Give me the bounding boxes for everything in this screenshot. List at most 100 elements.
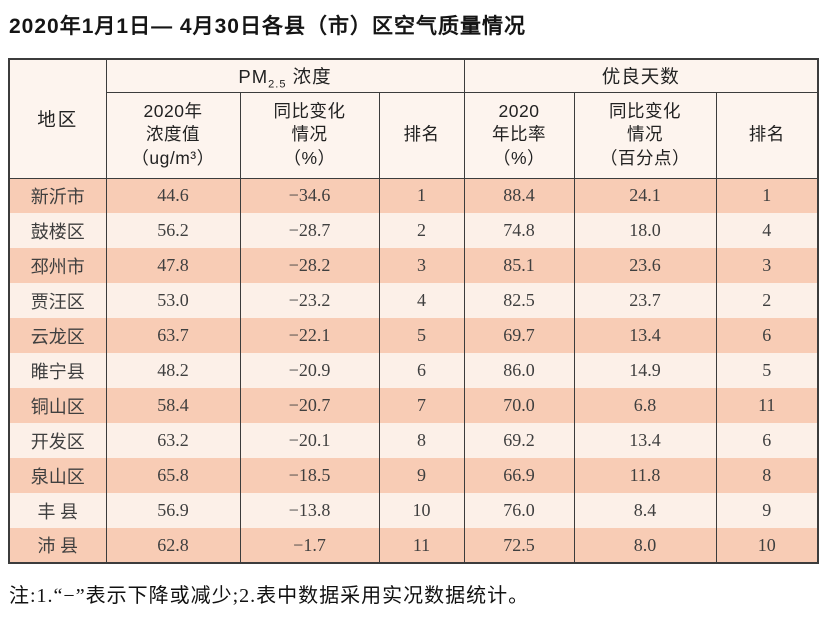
table-row: 铜山区 58.4 −20.7 7 70.0 6.8 11: [8, 388, 819, 423]
pm-change-cell: −28.7: [239, 213, 380, 248]
region-cell: 沛 县: [8, 528, 107, 563]
region-cell: 云龙区: [8, 318, 107, 353]
pm-value-cell: 56.9: [105, 493, 241, 528]
good-rank-cell: 1: [715, 178, 819, 213]
pm-change-cell: −18.5: [239, 458, 380, 493]
pm-change-cell: −20.9: [239, 353, 380, 388]
pm-value-cell: 53.0: [105, 283, 241, 318]
table-row: 鼓楼区 56.2 −28.7 2 74.8 18.0 4: [8, 213, 819, 248]
good-change-cell: 8.0: [573, 528, 717, 563]
good-ratio-cell: 74.8: [463, 213, 575, 248]
pm-value-cell: 58.4: [105, 388, 241, 423]
good-change-cell: 13.4: [573, 423, 717, 458]
region-cell: 鼓楼区: [8, 213, 107, 248]
pm-change-cell: −20.7: [239, 388, 380, 423]
pm-rank-cell: 2: [378, 213, 465, 248]
pm-value-cell: 62.8: [105, 528, 241, 563]
pm-value-cell: 56.2: [105, 213, 241, 248]
good-change-cell: 23.7: [573, 283, 717, 318]
region-cell: 开发区: [8, 423, 107, 458]
pm-value-cell: 47.8: [105, 248, 241, 283]
pm-rank-cell: 10: [378, 493, 465, 528]
table-row: 贾汪区 53.0 −23.2 4 82.5 23.7 2: [8, 283, 819, 318]
col-header-pm-rank: 排名: [378, 91, 465, 179]
pm-change-cell: −13.8: [239, 493, 380, 528]
region-cell: 铜山区: [8, 388, 107, 423]
col-header-good-rank: 排名: [715, 91, 819, 179]
region-cell: 泉山区: [8, 458, 107, 493]
table-row: 沛 县 62.8 −1.7 11 72.5 8.0 10: [8, 528, 819, 563]
pm-change-cell: −28.2: [239, 248, 380, 283]
good-ratio-cell: 69.7: [463, 318, 575, 353]
good-ratio-cell: 88.4: [463, 178, 575, 213]
table-row: 开发区 63.2 −20.1 8 69.2 13.4 6: [8, 423, 819, 458]
col-group-pm25: PM2.5 浓度: [105, 58, 465, 93]
pm-change-cell: −1.7: [239, 528, 380, 563]
pm-change-cell: −23.2: [239, 283, 380, 318]
table-row: 新沂市 44.6 −34.6 1 88.4 24.1 1: [8, 178, 819, 213]
good-rank-cell: 6: [715, 423, 819, 458]
pm-rank-cell: 8: [378, 423, 465, 458]
pm-value-cell: 65.8: [105, 458, 241, 493]
table-row: 丰 县 56.9 −13.8 10 76.0 8.4 9: [8, 493, 819, 528]
col-header-good-change: 同比变化 情况 （百分点）: [573, 91, 717, 179]
pm-change-cell: −22.1: [239, 318, 380, 353]
good-rank-cell: 11: [715, 388, 819, 423]
table-header: 地区 PM2.5 浓度 优良天数 2020年 浓度值 （ug/m³） 同比变化 …: [8, 58, 819, 179]
pm-rank-cell: 9: [378, 458, 465, 493]
good-ratio-cell: 69.2: [463, 423, 575, 458]
pm25-label-prefix: PM: [238, 65, 269, 87]
table-row: 泉山区 65.8 −18.5 9 66.9 11.8 8: [8, 458, 819, 493]
region-cell: 睢宁县: [8, 353, 107, 388]
region-cell: 新沂市: [8, 178, 107, 213]
good-ratio-cell: 70.0: [463, 388, 575, 423]
pm-change-cell: −20.1: [239, 423, 380, 458]
table-body: 新沂市 44.6 −34.6 1 88.4 24.1 1 鼓楼区 56.2 −2…: [8, 178, 819, 563]
col-header-good-ratio: 2020 年比率 （%）: [463, 91, 575, 179]
table-row: 邳州市 47.8 −28.2 3 85.1 23.6 3: [8, 248, 819, 283]
good-change-cell: 14.9: [573, 353, 717, 388]
pm-rank-cell: 4: [378, 283, 465, 318]
good-ratio-cell: 86.0: [463, 353, 575, 388]
pm-value-cell: 48.2: [105, 353, 241, 388]
col-header-region: 地区: [8, 58, 107, 179]
good-rank-cell: 4: [715, 213, 819, 248]
pm-value-cell: 63.2: [105, 423, 241, 458]
good-change-cell: 18.0: [573, 213, 717, 248]
good-rank-cell: 5: [715, 353, 819, 388]
footnote: 注:1.“−”表示下降或减少;2.表中数据采用实况数据统计。: [9, 585, 530, 607]
table-row: 云龙区 63.7 −22.1 5 69.7 13.4 6: [8, 318, 819, 353]
good-rank-cell: 3: [715, 248, 819, 283]
col-header-pm-value: 2020年 浓度值 （ug/m³）: [105, 91, 241, 179]
pm-rank-cell: 5: [378, 318, 465, 353]
region-cell: 贾汪区: [8, 283, 107, 318]
good-change-cell: 24.1: [573, 178, 717, 213]
good-rank-cell: 2: [715, 283, 819, 318]
region-cell: 丰 县: [8, 493, 107, 528]
good-ratio-cell: 82.5: [463, 283, 575, 318]
pm-change-cell: −34.6: [239, 178, 380, 213]
pm-value-cell: 63.7: [105, 318, 241, 353]
good-change-cell: 23.6: [573, 248, 717, 283]
col-group-good-days: 优良天数: [463, 58, 819, 93]
pm-rank-cell: 3: [378, 248, 465, 283]
pm-value-cell: 44.6: [105, 178, 241, 213]
good-rank-cell: 8: [715, 458, 819, 493]
good-change-cell: 11.8: [573, 458, 717, 493]
good-rank-cell: 6: [715, 318, 819, 353]
page-title: 2020年1月1日— 4月30日各县（市）区空气质量情况: [9, 15, 526, 38]
good-change-cell: 6.8: [573, 388, 717, 423]
good-change-cell: 8.4: [573, 493, 717, 528]
good-ratio-cell: 85.1: [463, 248, 575, 283]
air-quality-table: 地区 PM2.5 浓度 优良天数 2020年 浓度值 （ug/m³） 同比变化 …: [8, 58, 820, 564]
good-ratio-cell: 76.0: [463, 493, 575, 528]
pm25-label-subscript: 2.5: [268, 78, 287, 91]
pm-rank-cell: 7: [378, 388, 465, 423]
pm25-label-suffix: 浓度: [286, 65, 332, 87]
good-ratio-cell: 66.9: [463, 458, 575, 493]
good-change-cell: 13.4: [573, 318, 717, 353]
sub-header-row: 2020年 浓度值 （ug/m³） 同比变化 情况 （%） 排名 2020 年比…: [9, 91, 819, 179]
region-cell: 邳州市: [8, 248, 107, 283]
good-rank-cell: 10: [715, 528, 819, 563]
